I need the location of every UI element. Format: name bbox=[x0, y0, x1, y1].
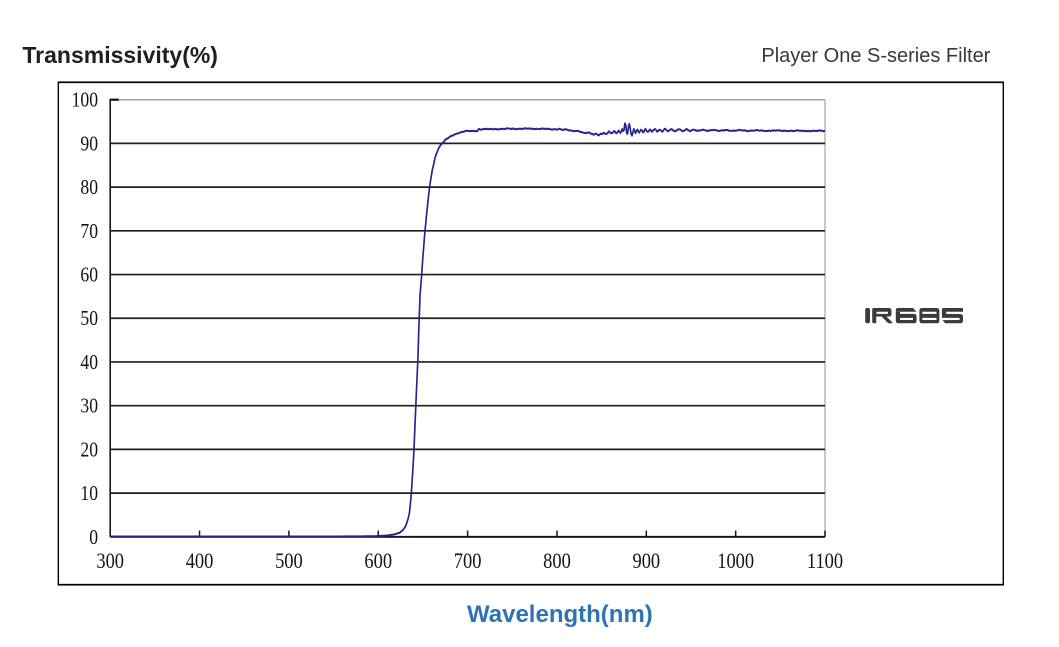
svg-text:400: 400 bbox=[186, 549, 214, 573]
svg-text:80: 80 bbox=[80, 177, 98, 200]
svg-text:10: 10 bbox=[80, 483, 98, 506]
svg-text:700: 700 bbox=[454, 549, 482, 573]
svg-text:500: 500 bbox=[275, 549, 303, 573]
svg-text:60: 60 bbox=[80, 264, 98, 287]
svg-text:900: 900 bbox=[632, 549, 660, 573]
svg-text:90: 90 bbox=[80, 133, 98, 156]
svg-text:800: 800 bbox=[543, 549, 571, 573]
svg-text:300: 300 bbox=[96, 549, 124, 573]
svg-text:20: 20 bbox=[80, 439, 98, 462]
svg-text:50: 50 bbox=[80, 308, 98, 331]
svg-text:30: 30 bbox=[80, 395, 98, 418]
svg-text:600: 600 bbox=[364, 549, 392, 573]
svg-text:0: 0 bbox=[89, 526, 98, 549]
svg-text:40: 40 bbox=[80, 352, 98, 375]
svg-text:1000: 1000 bbox=[717, 549, 754, 573]
svg-text:1100: 1100 bbox=[807, 549, 843, 573]
svg-text:70: 70 bbox=[80, 220, 98, 243]
svg-text:100: 100 bbox=[72, 89, 99, 112]
